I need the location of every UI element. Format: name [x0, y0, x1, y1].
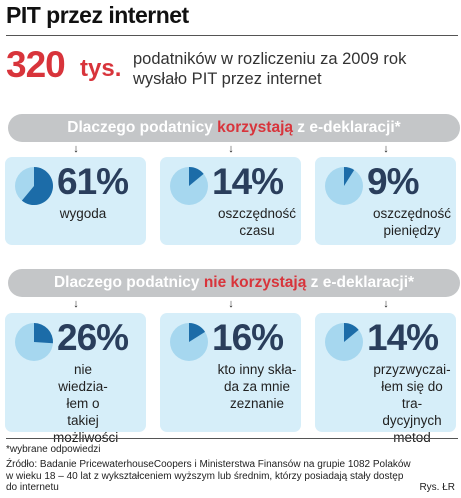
- title-divider: [6, 35, 458, 36]
- arrow-down-icon: ↓: [228, 143, 234, 155]
- headline-text: podatników w rozliczeniu za 2009 rok wys…: [133, 49, 453, 89]
- footer-divider: [6, 438, 458, 439]
- arrow-down-icon: ↓: [73, 143, 79, 155]
- stat-card: 9% oszczędność pieniędzy: [315, 157, 456, 245]
- section-notuse-heading-highlight: nie korzystają: [203, 274, 307, 291]
- section-notuse-heading-end: z e-deklaracji*: [306, 274, 415, 291]
- arrow-down-icon: ↓: [383, 298, 389, 310]
- section-use-heading-highlight: korzystają: [217, 119, 293, 136]
- percent-value: 26%: [57, 317, 129, 358]
- pie-chart-icon: [170, 167, 208, 205]
- pie-slice: [189, 323, 206, 342]
- percent-value: 61%: [57, 161, 129, 202]
- caption: kto inny skła-da za mnie zeznanie: [216, 361, 298, 412]
- caption: oszczędność czasu: [216, 205, 298, 239]
- caption-line: da za mnie: [223, 379, 291, 394]
- stat-card: 16% kto inny skła-da za mnie zeznanie: [160, 313, 301, 432]
- caption-line: pieniędzy: [383, 223, 441, 238]
- caption-line: dycyjnych: [382, 413, 442, 428]
- percent-value: 14%: [212, 161, 284, 202]
- caption-line: czasu: [239, 223, 275, 238]
- pie-slice: [344, 167, 355, 186]
- arrow-down-icon: ↓: [383, 143, 389, 155]
- arrow-down-icon: ↓: [228, 298, 234, 310]
- caption: oszczędność pieniędzy: [371, 205, 453, 239]
- pie-slice: [21, 167, 53, 205]
- stat-card: 14% oszczędność czasu: [160, 157, 301, 245]
- percent-value: 16%: [212, 317, 284, 358]
- pie-chart-icon: [170, 323, 208, 361]
- section-use-heading-start: Dlaczego podatnicy: [67, 119, 218, 136]
- section-notuse-banner: Dlaczego podatnicy nie korzystają z e-de…: [8, 269, 460, 297]
- section-use-heading-end: z e-deklaracji*: [293, 119, 401, 136]
- caption-line: oszczędność: [372, 206, 452, 221]
- section-use-banner: Dlaczego podatnicy korzystają z e-deklar…: [8, 114, 460, 142]
- pie-chart-icon: [325, 167, 363, 205]
- caption-line: łem się do tra-: [381, 379, 443, 411]
- section-notuse-heading-start: Dlaczego podatnicy: [53, 274, 204, 291]
- arrow-down-icon: ↓: [73, 298, 79, 310]
- caption-line: oszczędność: [217, 206, 297, 221]
- caption: wygoda: [53, 205, 113, 222]
- footnote: *wybrane odpowiedzi: [6, 444, 101, 455]
- page-title: PIT przez internet: [6, 2, 189, 28]
- headline-text-line-1: podatników w rozliczeniu za 2009 rok: [133, 50, 407, 68]
- pie-chart-icon: [15, 323, 53, 361]
- headline-text-line-2: wysłało PIT przez internet: [133, 70, 322, 88]
- caption-line: wygoda: [59, 206, 107, 221]
- caption-line: możliwości: [53, 430, 119, 445]
- pie-chart-icon: [325, 323, 363, 361]
- source-note: Źródło: Badanie PricewaterhouseCoopers i…: [6, 459, 416, 494]
- caption-line: metod: [393, 430, 431, 445]
- percent-value: 14%: [367, 317, 439, 358]
- caption-line: nie wiedzia-: [58, 362, 108, 394]
- caption-line: kto inny skła-: [217, 362, 297, 377]
- caption-line: zeznanie: [229, 396, 285, 411]
- stat-card: 14% przyzwyczai-łem się do tra-dycyjnych m…: [315, 313, 456, 445]
- caption: nie wiedzia-łem o takiej możliwości: [53, 361, 119, 446]
- caption: przyzwyczai-łem się do tra-dycyjnych meto…: [371, 361, 453, 446]
- stat-card: 26% nie wiedzia-łem o takiej możliwości: [5, 313, 146, 445]
- pie-slice: [344, 323, 359, 342]
- pie-slice: [189, 167, 204, 186]
- source-line-2: w wieku 18 – 40 lat z wykształceniem wyż…: [6, 470, 404, 482]
- headline-unit: tys.: [80, 55, 122, 82]
- headline-number: 320: [6, 44, 66, 85]
- pie-chart-icon: [15, 167, 53, 205]
- source-line-1: Źródło: Badanie PricewaterhouseCoopers i…: [6, 459, 411, 470]
- credit: Rys. ŁR: [419, 482, 455, 493]
- percent-value: 9%: [367, 161, 419, 202]
- stat-card: 61% wygoda: [5, 157, 146, 245]
- caption-line: przyzwyczai-: [373, 362, 451, 377]
- source-line-3: do internetu: [6, 482, 59, 493]
- pie-slice: [34, 323, 53, 344]
- caption-line: łem o takiej: [66, 396, 100, 428]
